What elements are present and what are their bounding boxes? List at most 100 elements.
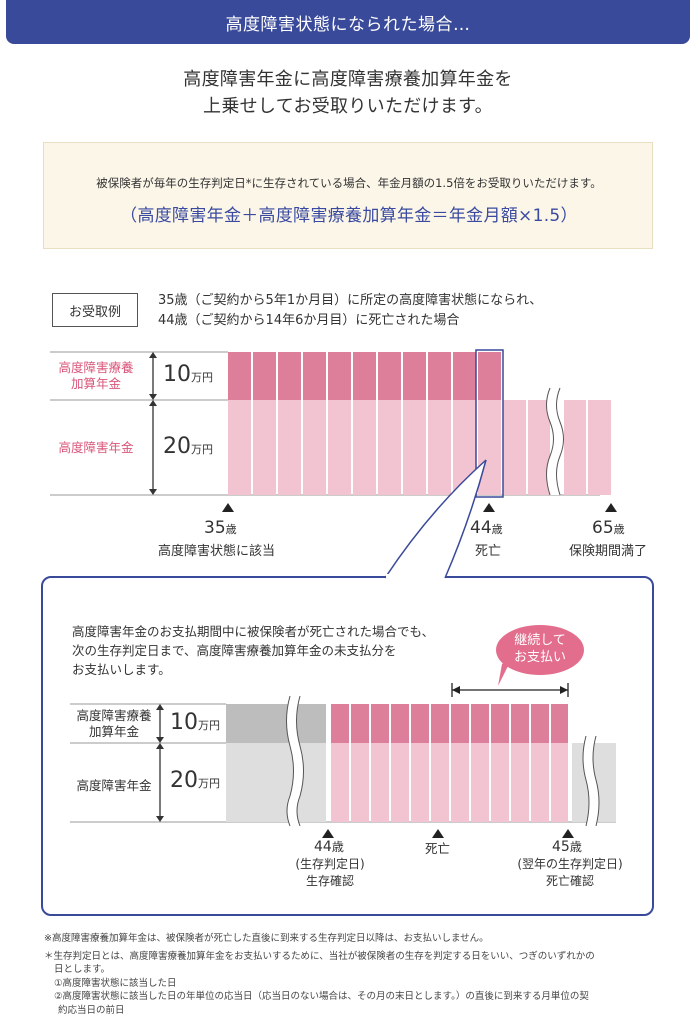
year-bar-1-addon bbox=[228, 352, 251, 400]
grey-prior-addon bbox=[226, 704, 326, 743]
popup-age-44-suffix: 歳 bbox=[331, 840, 344, 854]
chart1-addon-label-line2: 加算年金 bbox=[70, 376, 121, 391]
popup-line-3: お支払いします。 bbox=[72, 662, 171, 677]
chart1-base-arrowhead-bottom bbox=[149, 489, 157, 495]
footnote-4b: 約応当日の前日 bbox=[58, 1004, 125, 1016]
month-bar-2-base bbox=[351, 743, 369, 822]
month-bar-4-addon bbox=[391, 704, 409, 743]
year-bar-5-addon bbox=[328, 352, 351, 400]
popup-line-2: 次の生存判定日まで、高度障害療養加算年金の未支払分を bbox=[72, 643, 397, 658]
month-bar-1-base bbox=[331, 743, 349, 822]
year-bar-15-base bbox=[588, 400, 611, 495]
footnote-3: ①高度障害状態に該当した日 bbox=[54, 977, 177, 989]
chart1-base-arrowhead-top bbox=[149, 400, 157, 406]
bubble-tail bbox=[498, 658, 512, 686]
chart2-addon-amount-unit: 万円 bbox=[198, 719, 220, 732]
benefit-description: 被保険者が毎年の生存判定日*に生存されている場合、年金月額の1.5倍をお受取りい… bbox=[96, 176, 602, 190]
chart2-addon-amount: 10万円 bbox=[170, 710, 220, 735]
year-bar-4-base bbox=[303, 400, 326, 495]
after-break-line-a bbox=[582, 735, 590, 827]
month-bar-9-base bbox=[491, 743, 509, 822]
bubble-text: 継続して お支払い bbox=[500, 632, 580, 666]
chart1-base-label: 高度障害年金 bbox=[58, 440, 134, 455]
month-bar-5-base bbox=[411, 743, 429, 822]
marker-age-65 bbox=[605, 503, 617, 512]
caption-term-end: 保険期間満了 bbox=[569, 544, 648, 559]
popup-age-45: 45歳 bbox=[552, 838, 582, 855]
marker-age-44 bbox=[483, 503, 495, 512]
month-bar-2-addon bbox=[351, 704, 369, 743]
month-bar-6-base bbox=[431, 743, 449, 822]
age-44-label: 44歳 bbox=[470, 518, 503, 538]
chart1-addon-arrowhead-bottom bbox=[149, 394, 157, 400]
popup-pointer-gap bbox=[386, 574, 444, 580]
range-arrowhead-left bbox=[452, 686, 460, 694]
age-35-suffix: 歳 bbox=[225, 523, 237, 536]
popup-pointer bbox=[384, 459, 487, 580]
marker-age-35 bbox=[222, 503, 234, 512]
popup-caption-left-2: 生存確認 bbox=[305, 874, 354, 888]
year-bar-14-base bbox=[564, 400, 586, 495]
age-44-suffix: 歳 bbox=[491, 523, 503, 536]
month-bar-5-addon bbox=[411, 704, 429, 743]
chart2-addon-label-line2: 加算年金 bbox=[88, 724, 139, 739]
year-bar-7-base bbox=[378, 400, 401, 495]
year-bar-6-base bbox=[353, 400, 376, 495]
chart2-base-arrowhead-top bbox=[156, 743, 164, 749]
year-bar-7-addon bbox=[378, 352, 401, 400]
popup-caption-death: 死亡 bbox=[425, 841, 451, 856]
chart1-addon-amount-unit: 万円 bbox=[191, 371, 213, 384]
year-bar-5-base bbox=[328, 400, 351, 495]
month-bar-10-base bbox=[511, 743, 529, 822]
chart2-addon-label-line1: 高度障害療養 bbox=[76, 708, 152, 723]
popup-caption-right-1: (翌年の生存判定日) bbox=[517, 857, 623, 871]
marker-age-45-confirm bbox=[562, 829, 574, 838]
footnote-2b: 日とします。 bbox=[54, 964, 111, 975]
chart2-base-arrowhead-bottom bbox=[156, 816, 164, 822]
popup-line-1: 高度障害年金のお支払期間中に被保険者が死亡された場合でも、 bbox=[72, 624, 435, 639]
year-bar-9-base bbox=[428, 400, 451, 495]
month-bar-4-base bbox=[391, 743, 409, 822]
bubble-line-2: お支払い bbox=[513, 650, 566, 665]
month-bar-11-addon bbox=[531, 704, 549, 743]
chart1-break-line-a bbox=[546, 387, 554, 496]
chart1-addon-amount: 10万円 bbox=[163, 362, 213, 387]
lead-line-2: 上乗せしてお受取りいただけます。 bbox=[203, 96, 493, 117]
month-bar-8-base bbox=[471, 743, 489, 822]
month-bar-12-addon bbox=[551, 704, 568, 743]
footnote-4a: ②高度障害状態に該当した日の年単位の応当日（応当日のない場合は、その月の末日とし… bbox=[54, 991, 589, 1002]
example-line-1: 35歳（ご契約から5年1か月目）に所定の高度障害状態になられ、 bbox=[158, 293, 543, 308]
chart1-addon-amount-value: 10 bbox=[163, 362, 191, 387]
chart1-break-mark bbox=[546, 388, 564, 495]
after-break-line-b bbox=[592, 735, 600, 827]
month-bar-11-base bbox=[531, 743, 549, 822]
popup-pointer-line-left bbox=[384, 459, 487, 579]
popup-pointer-shape bbox=[385, 460, 486, 578]
month-bar-7-base bbox=[451, 743, 469, 822]
popup-age-44: 44歳 bbox=[314, 838, 344, 855]
death-year-highlight bbox=[475, 349, 504, 498]
chart2-addon-label: 高度障害療養 加算年金 bbox=[66, 708, 162, 740]
year-bar-11-addon bbox=[478, 352, 501, 400]
continued-payment-bubble bbox=[496, 625, 584, 686]
lead-text: 高度障害年金に高度障害療養加算年金を 上乗せしてお受取りいただけます。 bbox=[0, 66, 696, 120]
year-bar-13-base bbox=[528, 400, 550, 495]
bubble-ellipse bbox=[496, 625, 584, 675]
grey-break-line-a bbox=[286, 695, 294, 827]
year-bar-10-base bbox=[453, 400, 476, 495]
month-bar-8-addon bbox=[471, 704, 489, 743]
footnotes: ※高度障害療養加算年金は、被保険者が死亡した直後に到来する生存判定日以降は、お支… bbox=[44, 932, 664, 1017]
caption-death: 死亡 bbox=[475, 544, 502, 559]
popup-age-45-value: 45 bbox=[552, 839, 570, 855]
month-bar-3-addon bbox=[371, 704, 389, 743]
popup-caption-right: (翌年の生存判定日) 死亡確認 bbox=[508, 856, 632, 890]
year-bar-2-addon bbox=[253, 352, 276, 400]
chart2-base-amount-value: 20 bbox=[170, 768, 198, 793]
footnote-2a: ＊生存判定日とは、高度障害療養加算年金をお支払いするために、当社が被保険者の生存… bbox=[44, 950, 595, 962]
month-bar-3-base bbox=[371, 743, 389, 822]
section-title: 高度障害状態になられた場合… bbox=[225, 14, 471, 35]
chart2-addon-arrowhead-top bbox=[156, 704, 164, 710]
after-break-gap bbox=[583, 736, 599, 826]
caption-disability: 高度障害状態に該当 bbox=[158, 544, 276, 559]
popup-description: 高度障害年金のお支払期間中に被保険者が死亡された場合でも、 次の生存判定日まで、… bbox=[72, 622, 434, 679]
